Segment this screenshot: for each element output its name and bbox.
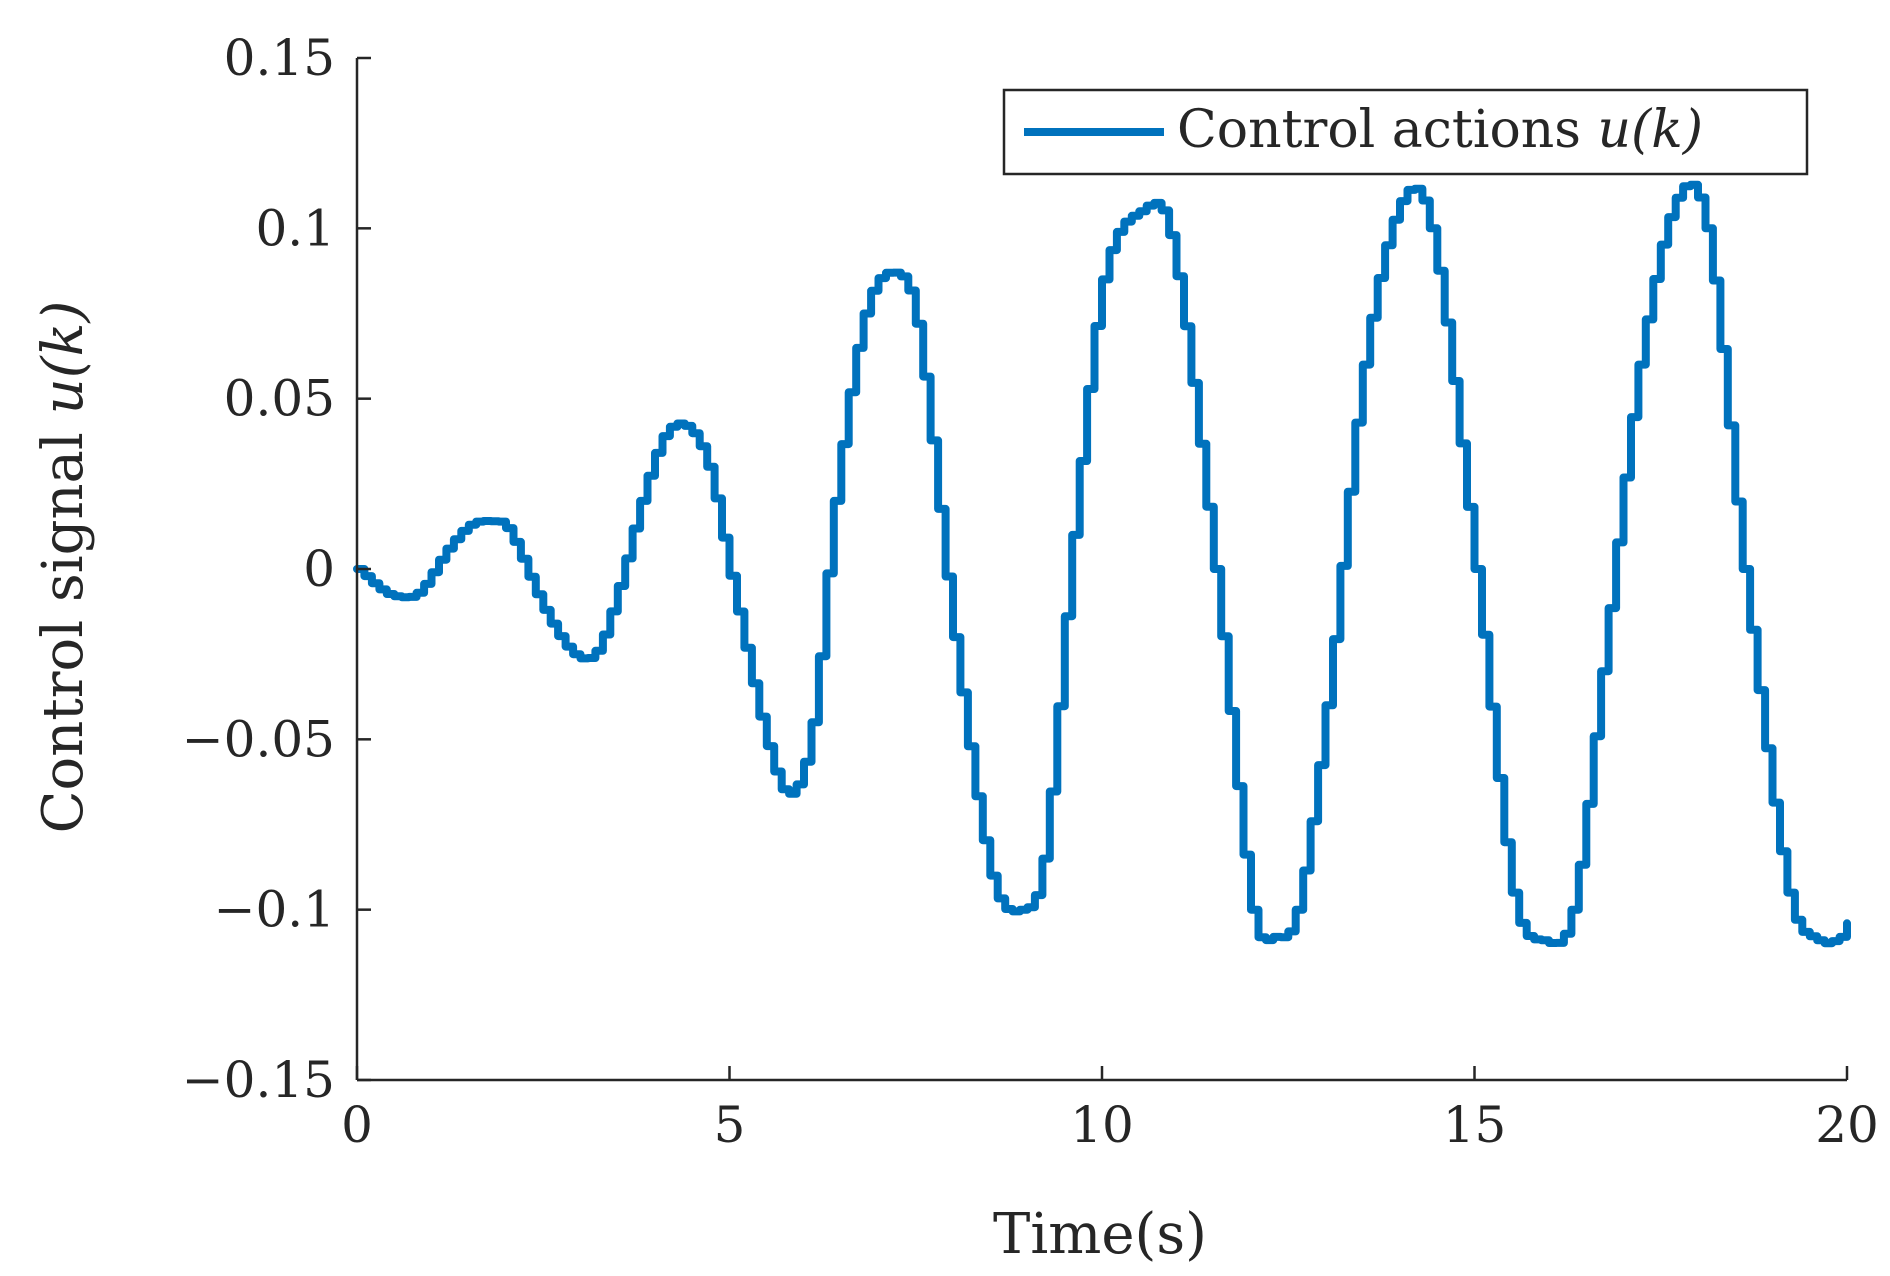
x-tick-label: 0	[341, 1096, 373, 1154]
x-ticks: 0 5 10 15 20	[341, 1066, 1879, 1154]
x-tick-label: 15	[1443, 1096, 1507, 1154]
y-tick-label: 0.15	[224, 29, 335, 87]
y-axis-title: Control signal u(k)	[31, 301, 96, 834]
legend-label-text: Control actions	[1177, 100, 1597, 160]
legend-label: Control actions u(k)	[1177, 100, 1703, 160]
x-tick-label: 20	[1815, 1096, 1879, 1154]
x-tick-label: 5	[714, 1096, 746, 1154]
y-tick-label: −0.1	[214, 881, 335, 939]
y-tick-label: −0.05	[182, 710, 335, 768]
y-tick-label: −0.15	[182, 1051, 335, 1109]
plot-area	[353, 180, 1851, 948]
y-tick-label: 0.1	[255, 199, 335, 257]
x-axis-title: Time(s)	[993, 1202, 1207, 1267]
y-axis-title-math: u(k)	[31, 301, 96, 415]
legend: Control actions u(k)	[1002, 88, 1809, 176]
x-tick-label: 10	[1070, 1096, 1134, 1154]
series-line-control-actions	[353, 180, 1851, 948]
y-ticks: −0.15 −0.1 −0.05 0 0.05 0.1 0.15	[182, 29, 371, 1109]
legend-label-math: u(k)	[1597, 100, 1703, 160]
y-tick-label: 0	[303, 540, 335, 598]
y-tick-label: 0.05	[224, 370, 335, 428]
y-axis-title-text: Control signal	[31, 414, 96, 833]
